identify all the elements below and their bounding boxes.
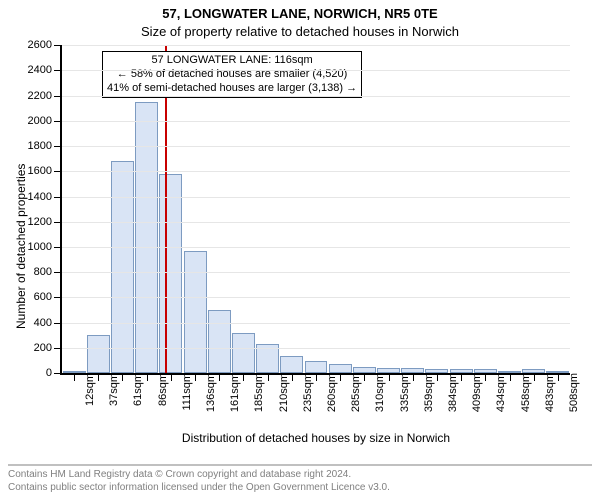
histogram-bar xyxy=(159,174,182,373)
x-tick-label: 409sqm xyxy=(461,373,483,412)
histogram-bar xyxy=(184,251,207,373)
x-tick-label: 12sqm xyxy=(74,373,96,406)
grid-line xyxy=(62,171,570,172)
x-tick-label: 310sqm xyxy=(364,373,386,412)
annotation-line1: 57 LONGWATER LANE: 116sqm xyxy=(107,54,357,68)
x-tick-label: 458sqm xyxy=(510,373,532,412)
x-tick-label: 260sqm xyxy=(316,373,338,412)
chart: Number of detached properties 57 LONGWAT… xyxy=(0,39,600,439)
x-tick-label: 210sqm xyxy=(268,373,290,412)
histogram-bar xyxy=(232,333,255,373)
grid-line xyxy=(62,323,570,324)
y-tick-label: 800 xyxy=(34,266,62,278)
x-axis-label: Distribution of detached houses by size … xyxy=(62,431,570,445)
grid-line xyxy=(62,247,570,248)
footer-line2: Contains public sector information licen… xyxy=(8,481,592,494)
title-line2: Size of property relative to detached ho… xyxy=(0,24,600,40)
grid-line xyxy=(62,197,570,198)
y-axis-label: Number of detached properties xyxy=(14,164,28,329)
x-tick-label: 111sqm xyxy=(171,373,193,411)
grid-line xyxy=(62,70,570,71)
y-tick-label: 1600 xyxy=(28,165,62,177)
y-tick-label: 1200 xyxy=(28,216,62,228)
histogram-bar xyxy=(329,364,352,373)
grid-line xyxy=(62,272,570,273)
grid-line xyxy=(62,96,570,97)
x-tick-label: 86sqm xyxy=(147,373,169,406)
x-tick-label: 434sqm xyxy=(485,373,507,412)
x-tick-label: 359sqm xyxy=(413,373,435,412)
title-area: 57, LONGWATER LANE, NORWICH, NR5 0TE Siz… xyxy=(0,0,600,39)
x-tick-label: 335sqm xyxy=(389,373,411,412)
x-tick-label: 235sqm xyxy=(292,373,314,412)
histogram-bar xyxy=(305,361,328,374)
histogram-bar xyxy=(135,102,158,373)
footer: Contains HM Land Registry data © Crown c… xyxy=(0,458,600,500)
y-tick-label: 2400 xyxy=(28,64,62,76)
x-tick-label: 161sqm xyxy=(219,373,241,412)
y-tick-label: 1800 xyxy=(28,140,62,152)
x-tick-label: 483sqm xyxy=(534,373,556,412)
y-tick-label: 2000 xyxy=(28,115,62,127)
footer-line1: Contains HM Land Registry data © Crown c… xyxy=(8,468,592,481)
annotation-line3: 41% of semi-detached houses are larger (… xyxy=(107,82,357,96)
y-tick-label: 2600 xyxy=(28,39,62,51)
grid-line xyxy=(62,146,570,147)
x-tick-label: 384sqm xyxy=(437,373,459,412)
histogram-bar xyxy=(111,161,134,373)
grid-line xyxy=(62,222,570,223)
y-tick-label: 400 xyxy=(34,317,62,329)
annotation-box: 57 LONGWATER LANE: 116sqm ← 58% of detac… xyxy=(102,51,362,98)
x-tick-label: 37sqm xyxy=(98,373,120,406)
y-tick-label: 200 xyxy=(34,342,62,354)
title-line1: 57, LONGWATER LANE, NORWICH, NR5 0TE xyxy=(0,6,600,22)
grid-line xyxy=(62,348,570,349)
y-tick-label: 1000 xyxy=(28,241,62,253)
x-tick-label: 185sqm xyxy=(243,373,265,412)
x-tick-label: 508sqm xyxy=(558,373,580,412)
x-tick-label: 61sqm xyxy=(122,373,144,406)
x-tick-label: 136sqm xyxy=(195,373,217,412)
y-tick-label: 0 xyxy=(46,367,62,379)
x-tick-label: 285sqm xyxy=(340,373,362,412)
grid-line xyxy=(62,45,570,46)
histogram-bar xyxy=(208,310,231,373)
y-tick-label: 600 xyxy=(34,291,62,303)
footer-divider xyxy=(8,464,592,466)
histogram-bar xyxy=(87,335,110,373)
grid-line xyxy=(62,121,570,122)
y-tick-label: 2200 xyxy=(28,90,62,102)
y-tick-label: 1400 xyxy=(28,191,62,203)
grid-line xyxy=(62,297,570,298)
histogram-bar xyxy=(280,356,303,374)
plot-area: 57 LONGWATER LANE: 116sqm ← 58% of detac… xyxy=(60,45,570,375)
